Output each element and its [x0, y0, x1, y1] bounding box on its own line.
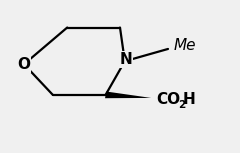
Text: N: N — [120, 52, 132, 67]
Text: Me: Me — [174, 38, 196, 53]
Text: O: O — [17, 57, 30, 72]
Text: CO: CO — [156, 92, 180, 107]
Text: 2: 2 — [178, 100, 185, 110]
Polygon shape — [105, 91, 151, 98]
Text: H: H — [183, 92, 196, 107]
